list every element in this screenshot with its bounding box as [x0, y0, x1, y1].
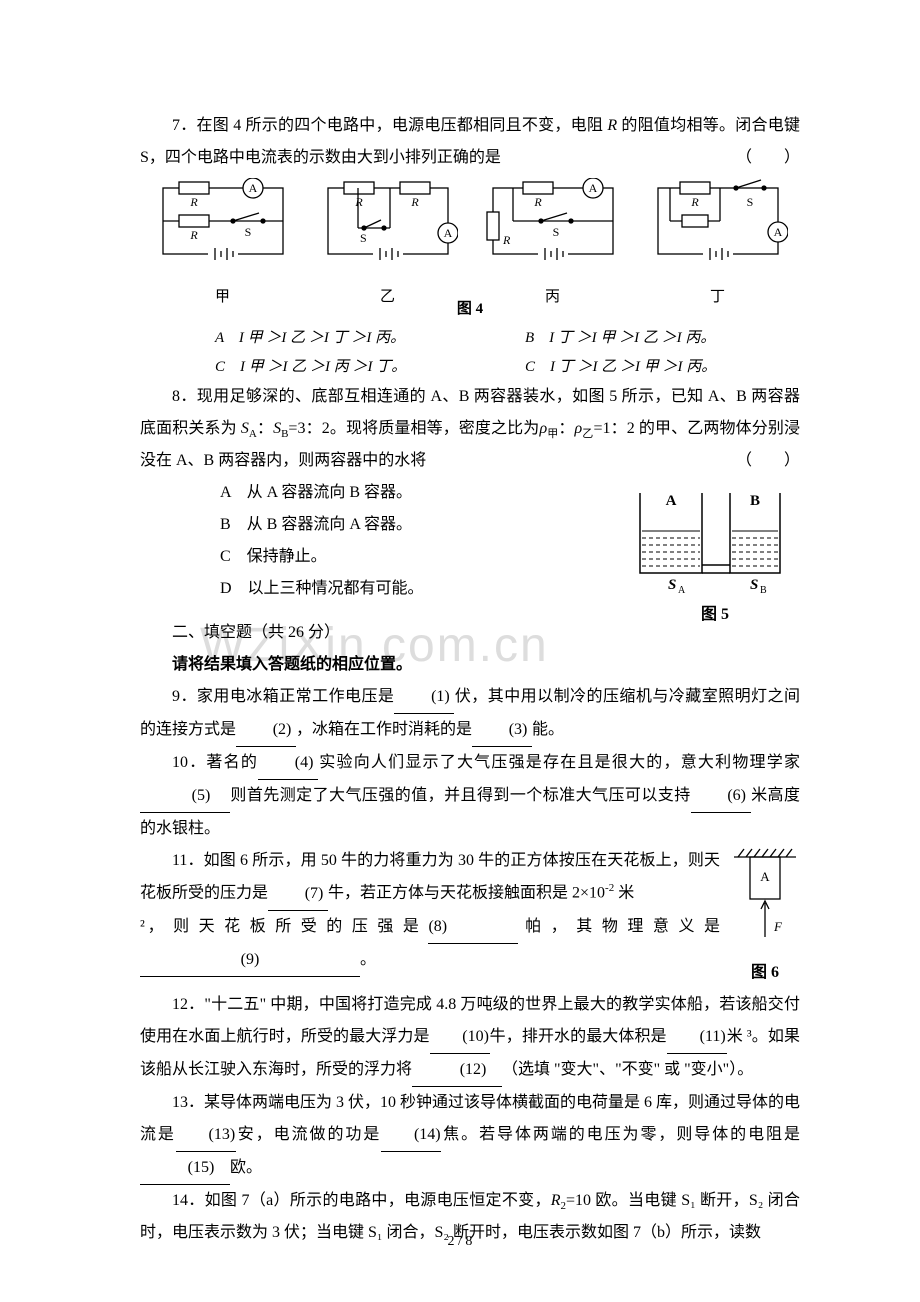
circuit-figures: R A R S 甲 [140, 178, 800, 312]
q13: 13．某导体两端电压为 3 伏，10 秒钟通过该导体横截面的电荷量是 6 库，则… [140, 1087, 800, 1185]
svg-text:S: S [668, 577, 676, 593]
q11b: ²， 则 天 花 板 所 受 的 压 强 是 (8) 帕 ， 其 物 理 意 义… [140, 911, 800, 944]
circuit-ding: R S A [648, 178, 788, 268]
svg-text:A: A [773, 225, 782, 239]
q9: 9．家用电冰箱正常工作电压是(1)伏，其中用以制冷的压缩机与冷藏室照明灯之间的连… [140, 681, 800, 747]
circuit-bing: R A S R [483, 178, 623, 268]
q10: 10．著名的(4)实验向人们显示了大气压强是存在且是很大的，意大利物理学家(5)… [140, 747, 800, 845]
circuit-jia: R A R S [153, 178, 293, 268]
q7-paren: （ ） [704, 142, 800, 174]
svg-text:S: S [244, 225, 251, 239]
q8-text: 8．现用足够深的、底部互相连通的 A、B 两容器装水，如图 5 所示，已知 A、… [140, 381, 800, 477]
svg-text:A: A [666, 493, 677, 509]
q11c: (9)。 [140, 944, 800, 977]
svg-text:R: R [189, 228, 198, 242]
svg-text:R: R [690, 195, 699, 209]
fig5: A B SA SB 图 5 [630, 483, 800, 631]
svg-text:A: A [443, 226, 452, 240]
svg-text:B: B [750, 493, 760, 509]
q11: 11．如图 6 所示，用 50 牛的力将重力为 30 牛的正方体按压在天花板上，… [140, 845, 800, 910]
q7-opts-row1: A I 甲 ＞I 乙 ＞I 丁 ＞I 丙。 B I 丁 ＞I 甲 ＞I 乙 ＞I… [215, 324, 800, 353]
svg-text:R: R [502, 233, 511, 247]
q7-text: 7．在图 4 所示的四个电路中，电源电压都相同且不变，电阻 R 的阻值均相等。闭… [140, 110, 800, 174]
svg-text:F: F [773, 919, 783, 934]
svg-text:A: A [248, 181, 257, 195]
svg-text:S: S [360, 231, 367, 245]
q14: 14．如图 7（a）所示的电路中，电源电压恒定不变，R2=10 欧。当电键 S₁… [140, 1185, 800, 1249]
svg-text:S: S [746, 195, 753, 209]
svg-text:B: B [760, 585, 767, 593]
q12: 12．"十二五" 中期，中国将打造完成 4.8 万吨级的世界上最大的教学实体船，… [140, 989, 800, 1087]
svg-text:A: A [760, 869, 770, 884]
svg-text:S: S [750, 577, 758, 593]
svg-text:R: R [189, 195, 198, 209]
q7-opts-row2: C I 甲 ＞I 乙 ＞I 丙 ＞I 丁。 C I 丁 ＞I 乙 ＞I 甲 ＞I… [215, 353, 800, 382]
fig6: A F 图 6 [730, 845, 800, 989]
section2-sub: 请将结果填入答题纸的相应位置。 [140, 649, 800, 681]
svg-text:R: R [410, 195, 419, 209]
svg-text:R: R [533, 195, 542, 209]
svg-text:R: R [354, 195, 363, 209]
svg-text:A: A [678, 585, 686, 593]
svg-text:A: A [588, 181, 597, 195]
circuit-yi: R R S A [318, 178, 458, 268]
svg-text:S: S [552, 225, 559, 239]
